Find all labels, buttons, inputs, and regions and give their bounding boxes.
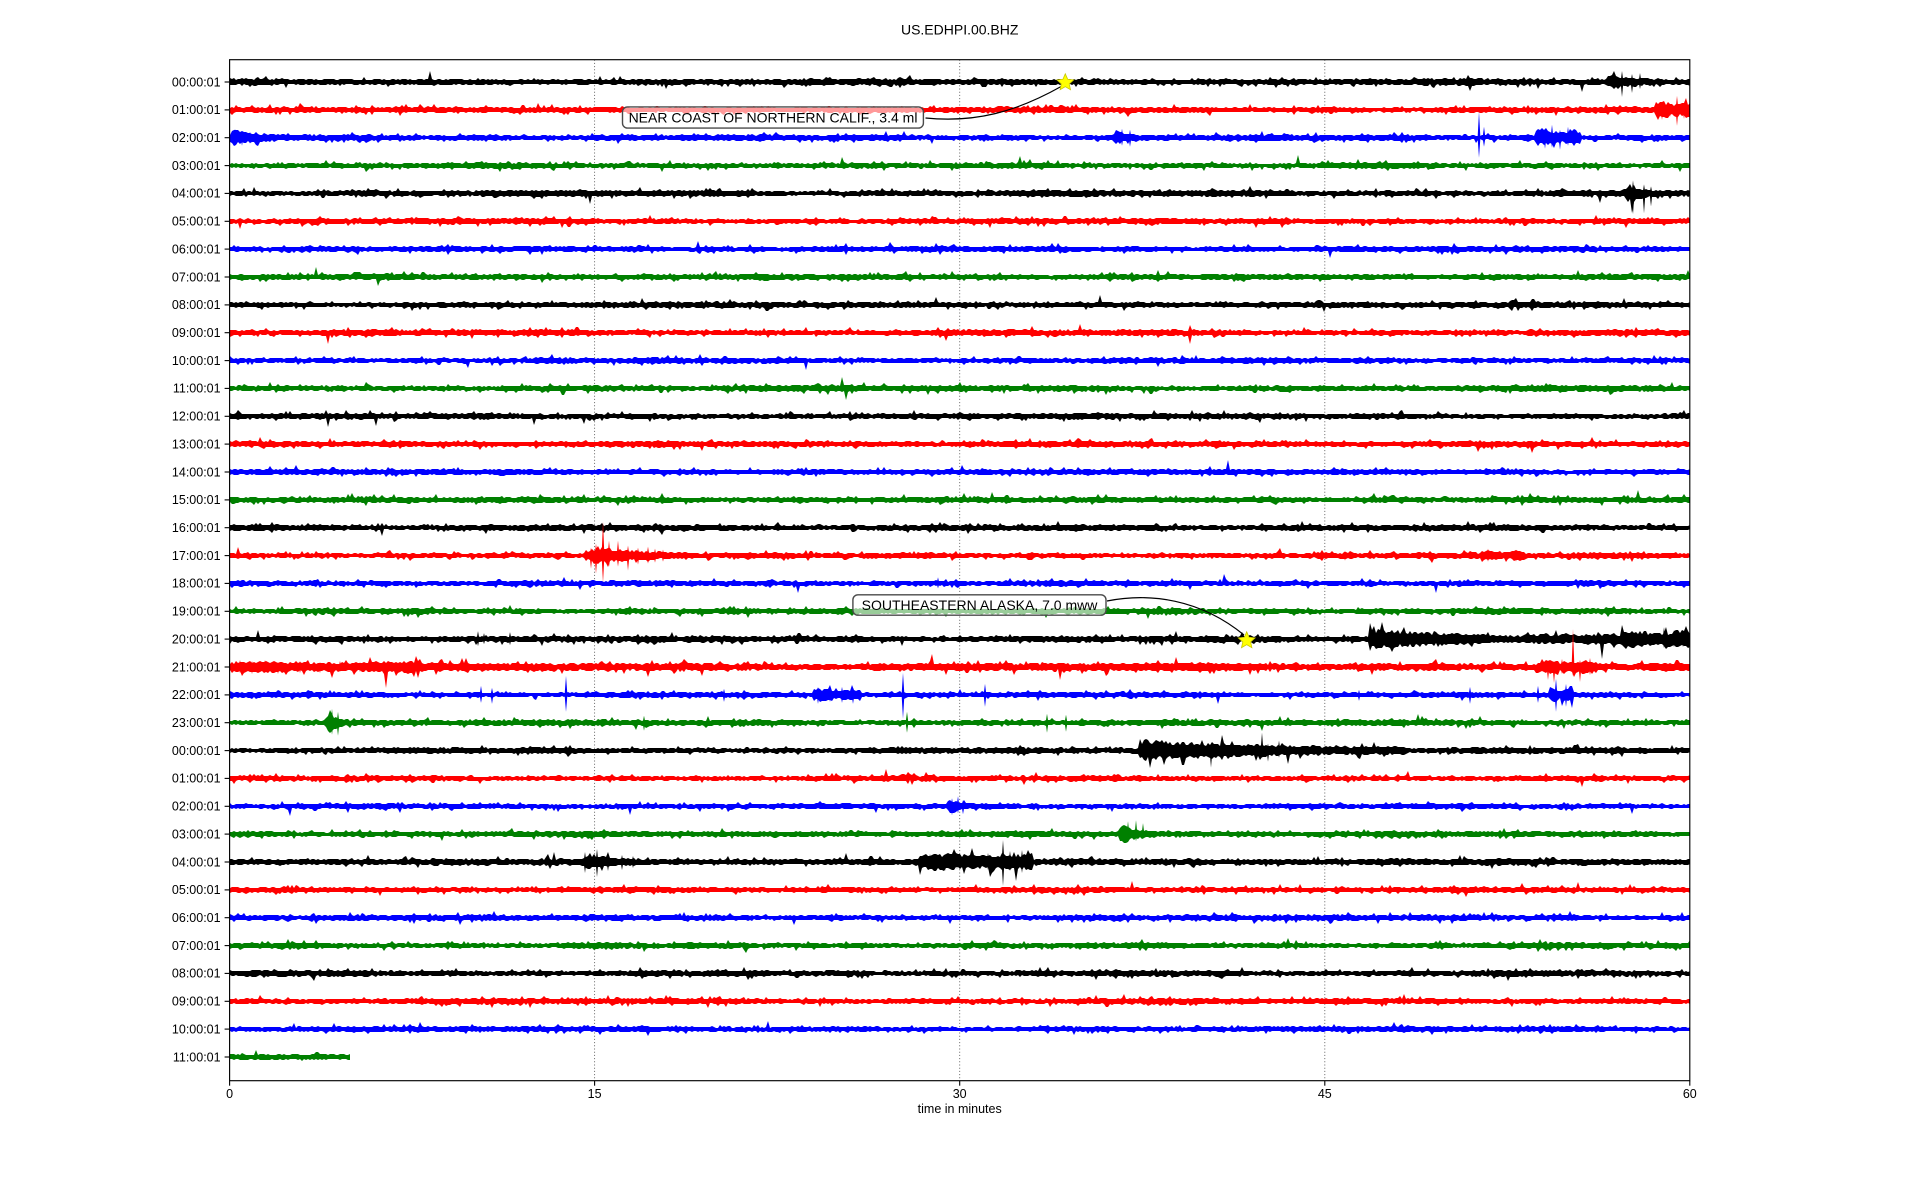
svg-text:30: 30 [953,1087,967,1101]
svg-text:05:00:01: 05:00:01 [172,215,221,229]
svg-text:45: 45 [1318,1087,1332,1101]
svg-text:0: 0 [226,1087,233,1101]
svg-text:21:00:01: 21:00:01 [172,660,221,674]
svg-text:SOUTHEASTERN ALASKA, 7.0 mww: SOUTHEASTERN ALASKA, 7.0 mww [862,597,1099,613]
svg-text:07:00:01: 07:00:01 [172,270,221,284]
svg-text:01:00:01: 01:00:01 [172,103,221,117]
svg-text:02:00:01: 02:00:01 [172,131,221,145]
svg-text:17:00:01: 17:00:01 [172,549,221,563]
svg-text:00:00:01: 00:00:01 [172,75,221,89]
svg-text:09:00:01: 09:00:01 [172,326,221,340]
svg-text:04:00:01: 04:00:01 [172,187,221,201]
svg-text:02:00:01: 02:00:01 [172,800,221,814]
svg-text:15: 15 [588,1087,602,1101]
svg-text:18:00:01: 18:00:01 [172,577,221,591]
svg-text:06:00:01: 06:00:01 [172,911,221,925]
svg-text:09:00:01: 09:00:01 [172,995,221,1009]
svg-text:time in minutes: time in minutes [918,1102,1002,1116]
svg-text:23:00:01: 23:00:01 [172,716,221,730]
svg-text:20:00:01: 20:00:01 [172,632,221,646]
svg-text:00:00:01: 00:00:01 [172,744,221,758]
svg-text:04:00:01: 04:00:01 [172,855,221,869]
svg-text:10:00:01: 10:00:01 [172,1022,221,1036]
svg-text:60: 60 [1683,1087,1697,1101]
svg-text:06:00:01: 06:00:01 [172,242,221,256]
svg-text:16:00:01: 16:00:01 [172,521,221,535]
svg-text:05:00:01: 05:00:01 [172,883,221,897]
svg-text:14:00:01: 14:00:01 [172,465,221,479]
svg-text:01:00:01: 01:00:01 [172,772,221,786]
svg-text:22:00:01: 22:00:01 [172,688,221,702]
svg-text:11:00:01: 11:00:01 [173,1050,221,1064]
svg-text:03:00:01: 03:00:01 [172,159,221,173]
svg-text:NEAR COAST OF NORTHERN CALIF.,: NEAR COAST OF NORTHERN CALIF., 3.4 ml [629,109,918,125]
svg-text:03:00:01: 03:00:01 [172,827,221,841]
svg-text:10:00:01: 10:00:01 [172,354,221,368]
svg-text:08:00:01: 08:00:01 [172,298,221,312]
svg-text:12:00:01: 12:00:01 [172,410,221,424]
svg-text:19:00:01: 19:00:01 [172,605,221,619]
svg-text:15:00:01: 15:00:01 [172,493,221,507]
svg-text:07:00:01: 07:00:01 [172,939,221,953]
svg-text:11:00:01: 11:00:01 [173,382,221,396]
svg-text:US.EDHPI.00.BHZ: US.EDHPI.00.BHZ [901,22,1019,38]
svg-text:08:00:01: 08:00:01 [172,967,221,981]
svg-text:13:00:01: 13:00:01 [172,437,221,451]
